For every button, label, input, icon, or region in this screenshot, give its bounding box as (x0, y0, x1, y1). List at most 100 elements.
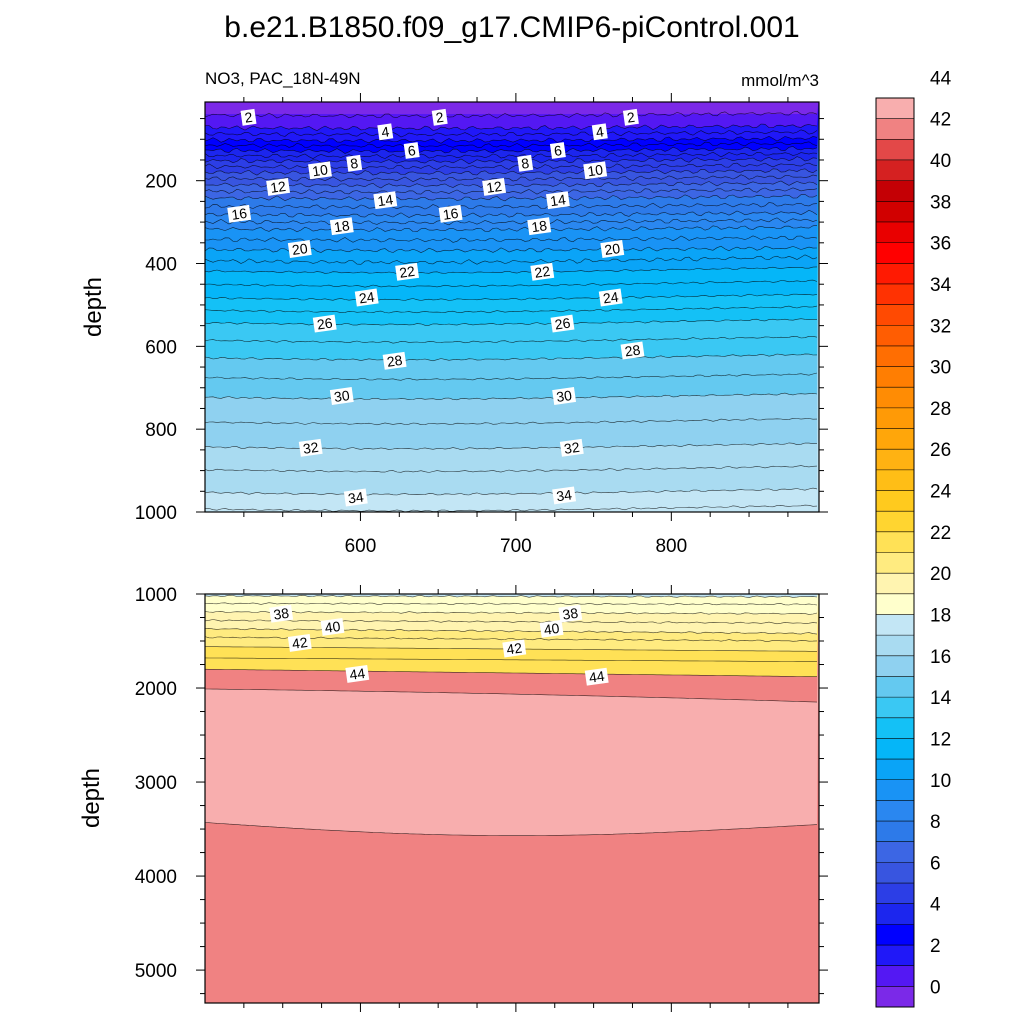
colorbar-label-24: 24 (930, 482, 952, 503)
lower-y-axis-label: depth (78, 768, 105, 828)
upper-contour-label-14-1: 14 (545, 191, 570, 209)
upper-contour-line-33 (205, 465, 818, 473)
colorbar-box-1 (876, 965, 914, 987)
upper-contour-label-2-2: 2 (622, 108, 639, 126)
colorbar-box-31 (876, 345, 914, 367)
upper-contour-line-28 (205, 353, 818, 362)
lower-contour-line-36 (205, 594, 818, 598)
upper-contour-line-27 (205, 335, 818, 344)
upper-contour-label-2-2-box (622, 108, 639, 126)
upper-contour-label-2-2-text: 2 (626, 109, 636, 126)
upper-contour-label-8-1-text: 8 (520, 155, 530, 172)
lower-contour-label-38-0: 38 (269, 604, 294, 623)
colorbar-label-14: 14 (930, 688, 952, 709)
colorbar-label-16: 16 (930, 647, 951, 668)
upper-contour-label-10-0-box (308, 161, 332, 180)
upper-contour-line-3 (205, 129, 818, 138)
upper-contour-line-15 (205, 202, 818, 210)
upper-contour-label-2-0: 2 (240, 109, 257, 126)
upper-contour-label-10-0-text: 10 (311, 161, 329, 179)
variable-label: NO3, PAC_18N-49N (205, 69, 361, 88)
colorbar-box-27 (876, 428, 914, 450)
colorbar-box-15 (876, 676, 914, 698)
upper-contour-lines (205, 110, 818, 512)
upper-contour-label-20-0-text: 20 (291, 240, 309, 258)
upper-contour-label-30-1-box (552, 387, 577, 405)
lower-contour-label-38-0-box (269, 604, 294, 623)
upper-contour-label-6-0-text: 6 (407, 142, 417, 159)
colorbar-box-14 (876, 697, 914, 719)
upper-contour-label-16-1-text: 16 (442, 205, 460, 223)
lower-y-tick-label-1000: 1000 (135, 585, 177, 606)
lower-y-tick-label-2000: 2000 (135, 679, 177, 700)
upper-contour-line-6 (205, 146, 818, 154)
colorbar-box-18 (876, 614, 914, 636)
colorbar-box-7 (876, 841, 914, 863)
upper-contour-label-16-1: 16 (438, 205, 463, 223)
upper-contour-label-6-1-box (549, 142, 566, 159)
colorbar-box-24 (876, 490, 914, 512)
lower-contour-line-46 (205, 822, 818, 836)
lower-contour-line-39 (205, 619, 818, 625)
colorbar-box-40 (876, 159, 914, 181)
colorbar-box-5 (876, 883, 914, 905)
upper-contour-label-8-0: 8 (346, 154, 363, 172)
upper-y-tick-label-1000: 1000 (135, 503, 177, 524)
colorbar-box-35 (876, 263, 914, 285)
colorbar-box-30 (876, 366, 914, 388)
colorbar-box-38 (876, 201, 914, 223)
colorbar-box-42 (876, 118, 914, 140)
upper-contour-label-16-0: 16 (227, 205, 252, 223)
colorbar-label-36: 36 (930, 234, 951, 255)
upper-contour-label-28-0-box (382, 351, 407, 370)
lower-contour-label-40-0-box (320, 617, 345, 636)
colorbar-box-41 (876, 139, 914, 161)
upper-contour-label-18-0-text: 18 (333, 217, 351, 235)
upper-contour-label-12-1-box (482, 177, 507, 196)
upper-contour-label-12-0-text: 12 (269, 178, 287, 196)
upper-contour-label-20-1-box (600, 240, 625, 258)
upper-contour-label-8-0-box (346, 154, 363, 172)
upper-contour-label-28-1-text: 28 (624, 341, 642, 359)
lower-y-tick-label-5000: 5000 (135, 961, 177, 982)
colorbar-box-34 (876, 283, 914, 305)
colorbar-label-34: 34 (930, 275, 952, 296)
upper-contour-label-34-1-text: 34 (555, 486, 573, 504)
upper-contour-label-6-0: 6 (403, 142, 420, 159)
upper-contour-label-14-1-text: 14 (549, 191, 567, 209)
upper-contour-label-30-1-text: 30 (555, 387, 573, 405)
upper-contour-label-26-0-text: 26 (316, 315, 334, 333)
colorbar-box-39 (876, 180, 914, 202)
upper-contour-label-18-0: 18 (329, 217, 354, 235)
lower-contour-line-43 (205, 657, 817, 662)
lower-contour-label-40-0: 40 (320, 617, 345, 636)
upper-contour-label-28-1: 28 (620, 341, 645, 360)
upper-contour-label-14-0-box (373, 191, 398, 210)
colorbar-box-16 (876, 655, 914, 677)
upper-contour-line-10 (205, 168, 818, 176)
upper-contour-label-34-1: 34 (552, 486, 577, 504)
upper-contour-label-10-1: 10 (583, 161, 608, 179)
upper-contour-label-30-0: 30 (329, 387, 354, 405)
upper-contour-label-20-0: 20 (287, 240, 312, 258)
upper-contour-label-30-0-box (329, 387, 354, 405)
upper-contour-label-32-0-box (298, 438, 323, 457)
upper-contour-label-30-0-text: 30 (333, 387, 351, 405)
lower-contour-label-44-0-text: 44 (348, 665, 366, 683)
upper-contour-line-2 (205, 123, 818, 131)
upper-contour-label-18-1-text: 18 (530, 217, 548, 235)
upper-contour-label-22-1-text: 22 (533, 263, 551, 281)
upper-contour-label-18-1-box (527, 217, 552, 236)
colorbar-box-12 (876, 738, 914, 760)
colorbar-label-8: 8 (930, 812, 941, 833)
colorbar-box-2 (876, 945, 914, 966)
upper-contour-label-28-1-box (620, 341, 645, 360)
upper-fill-band-0 (205, 102, 819, 114)
colorbar-label-26: 26 (930, 440, 951, 461)
lower-contour-label-42-0: 42 (287, 634, 312, 652)
upper-contour-label-22-1: 22 (530, 263, 555, 281)
lower-contour-line-38 (205, 610, 818, 615)
lower-axes: 1000 2000 3000 4000 5000 (135, 585, 828, 1012)
